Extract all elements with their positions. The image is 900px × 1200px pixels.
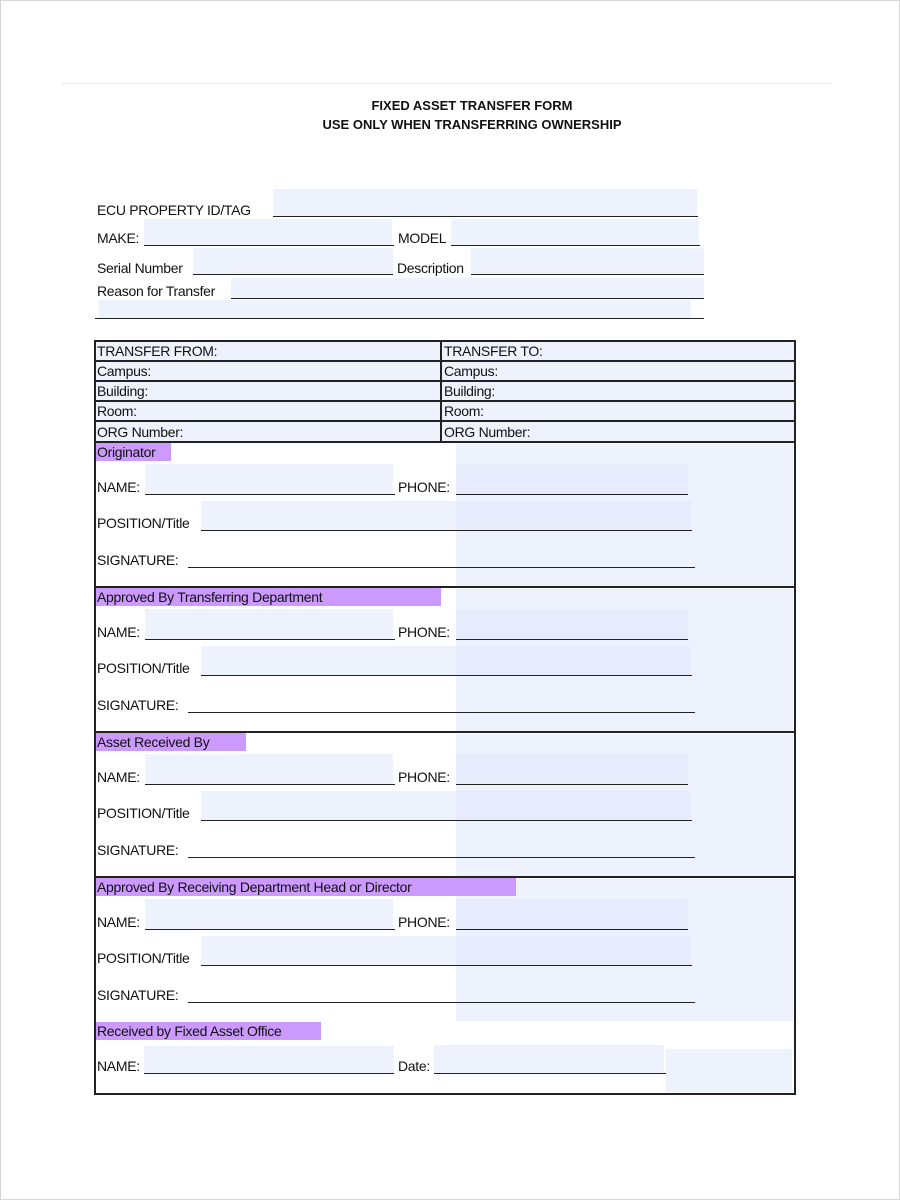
phone-label: PHONE: [398, 624, 450, 640]
section-divider [94, 586, 796, 588]
from-org-number[interactable]: ORG Number: [97, 424, 184, 440]
position-label: POSITION/Title [97, 660, 190, 676]
property-id-input[interactable] [273, 189, 697, 217]
final-section-title: Received by Fixed Asset Office [97, 1023, 282, 1039]
transfer-to-header: TRANSFER TO: [444, 343, 543, 359]
phone-label: PHONE: [398, 769, 450, 785]
section-title: Approved By Receiving Department Head or… [97, 879, 412, 895]
position-label: POSITION/Title [97, 805, 190, 821]
reason-input[interactable] [231, 278, 704, 298]
position-input[interactable] [201, 646, 456, 676]
phone-label: PHONE: [398, 914, 450, 930]
date-input[interactable] [434, 1045, 664, 1073]
signature-label: SIGNATURE: [97, 842, 179, 858]
name-label: NAME: [97, 479, 140, 495]
final-section-highlight [96, 1022, 321, 1040]
section-title-highlight [96, 733, 246, 751]
section-title-highlight [96, 588, 441, 606]
property-id-label: ECU PROPERTY ID/TAG [97, 202, 251, 218]
transfer-table-fill [95, 341, 794, 441]
section-title-highlight [96, 443, 171, 461]
reason-input-line2[interactable] [99, 300, 691, 318]
to-org-number[interactable]: ORG Number: [444, 424, 531, 440]
signature-input[interactable] [188, 1002, 695, 1003]
form-title: FIXED ASSET TRANSFER FORM [371, 98, 573, 113]
signature-label: SIGNATURE: [97, 987, 179, 1003]
name-label: NAME: [97, 914, 140, 930]
signature-input[interactable] [188, 567, 695, 568]
section-divider [94, 731, 796, 733]
date-label: Date: [398, 1058, 430, 1074]
phone-label: PHONE: [398, 479, 450, 495]
phone-input[interactable] [456, 899, 688, 929]
position-input-right [456, 936, 691, 966]
name-label: NAME: [97, 769, 140, 785]
make-input[interactable] [144, 219, 392, 246]
section-divider [94, 876, 796, 878]
description-input[interactable] [471, 248, 704, 275]
section-title: Asset Received By [97, 734, 210, 750]
name-label: NAME: [97, 624, 140, 640]
final-right-fill [666, 1049, 792, 1092]
name-input[interactable] [145, 464, 393, 494]
transfer-from-header: TRANSFER FROM: [97, 343, 218, 359]
make-label: MAKE: [97, 230, 140, 246]
from-building[interactable]: Building: [97, 383, 149, 399]
model-input[interactable] [451, 219, 699, 246]
name-input[interactable] [145, 609, 393, 639]
section-title: Originator [97, 444, 156, 460]
top-divider [61, 83, 831, 84]
from-campus[interactable]: Campus: [97, 363, 151, 379]
description-label: Description [397, 260, 464, 276]
from-room[interactable]: Room: [97, 403, 137, 419]
phone-input[interactable] [456, 609, 688, 639]
form-subtitle: USE ONLY WHEN TRANSFERRING OWNERSHIP [322, 117, 622, 132]
to-room[interactable]: Room: [444, 403, 484, 419]
name-input[interactable] [145, 754, 393, 784]
position-input[interactable] [201, 501, 456, 531]
position-input[interactable] [201, 936, 456, 966]
reason-label: Reason for Transfer [97, 283, 216, 299]
phone-input[interactable] [456, 754, 688, 784]
model-label: MODEL [398, 230, 447, 246]
to-campus[interactable]: Campus: [444, 363, 498, 379]
serial-input[interactable] [193, 248, 393, 275]
position-label: POSITION/Title [97, 950, 190, 966]
final-name-label: NAME: [97, 1058, 140, 1074]
position-label: POSITION/Title [97, 515, 190, 531]
position-input-right [456, 791, 691, 821]
to-building[interactable]: Building: [444, 383, 496, 399]
position-input-right [456, 646, 691, 676]
section-title-highlight [96, 878, 516, 896]
position-input[interactable] [201, 791, 456, 821]
final-name-input[interactable] [144, 1046, 394, 1074]
serial-label: Serial Number [97, 260, 183, 276]
name-input[interactable] [145, 899, 393, 929]
signature-label: SIGNATURE: [97, 552, 179, 568]
position-input-right [456, 501, 691, 531]
signature-input[interactable] [188, 857, 695, 858]
signature-input[interactable] [188, 712, 695, 713]
signature-label: SIGNATURE: [97, 697, 179, 713]
section-title: Approved By Transferring Department [97, 589, 323, 605]
phone-input[interactable] [456, 464, 688, 494]
